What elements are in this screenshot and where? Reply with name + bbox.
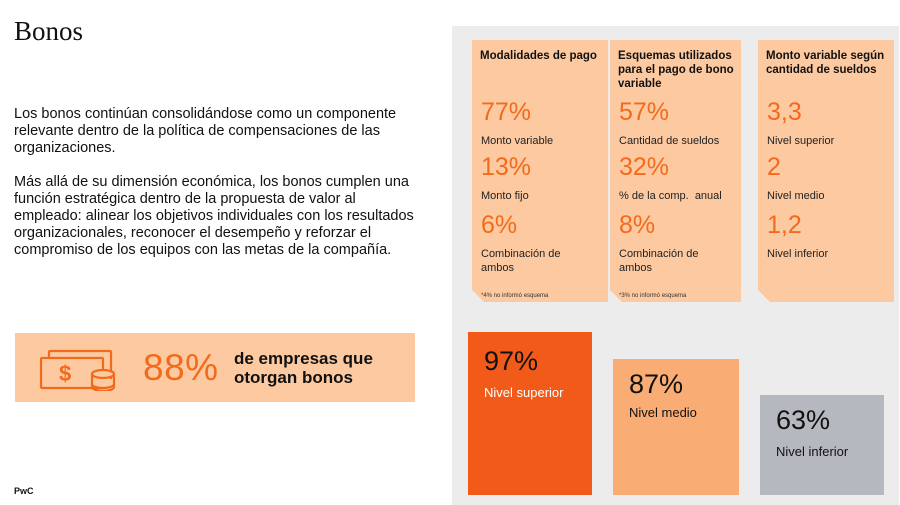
bonus-highlight-banner: $ 88% de empresas que otorgan bonos bbox=[15, 333, 415, 402]
intro-paragraph: Los bonos continúan consolidándose como … bbox=[14, 106, 397, 156]
stat-value: 1,2 bbox=[767, 211, 802, 239]
card-heading: Modalidades de pago bbox=[480, 50, 597, 62]
card-heading: Esquemas utilizados para el pago de bono… bbox=[618, 50, 734, 90]
level-value: 63% bbox=[776, 405, 831, 435]
stat-label: Nivel inferior bbox=[767, 248, 829, 260]
stat-value: 32% bbox=[619, 153, 670, 181]
stat-label: Nivel superior bbox=[767, 135, 835, 147]
card-variable-schemes: Esquemas utilizados para el pago de bono… bbox=[610, 40, 741, 302]
stat-value: 3,3 bbox=[767, 98, 802, 126]
bonus-percentage: 88% bbox=[143, 347, 219, 388]
level-value: 87% bbox=[629, 369, 684, 399]
card-variable-amount: Monto variable según cantidad de sueldos… bbox=[758, 40, 894, 302]
stat-value: 2 bbox=[767, 153, 781, 181]
level-label: Nivel superior bbox=[484, 385, 564, 400]
stat-label: % de la comp. anual bbox=[619, 190, 722, 202]
level-label: Nivel inferior bbox=[776, 444, 849, 459]
money-coins-icon: $ bbox=[39, 349, 116, 391]
bonus-description: de empresas que otorgan bonos bbox=[234, 349, 373, 387]
strategy-paragraph: Más allá de su dimensión económica, los … bbox=[14, 174, 414, 258]
stat-label: Monto fijo bbox=[481, 190, 529, 202]
stat-value: 8% bbox=[619, 211, 656, 239]
stat-label: Combinación de ambos bbox=[619, 248, 699, 274]
stats-panel: Modalidades de pago 77% Monto variable 1… bbox=[452, 26, 899, 505]
svg-text:$: $ bbox=[59, 361, 71, 386]
level-label: Nivel medio bbox=[629, 405, 697, 420]
stat-label: Nivel medio bbox=[767, 190, 825, 202]
footnote: *3% no informó esquema bbox=[619, 293, 687, 299]
stat-value: 13% bbox=[481, 153, 532, 181]
stat-value: 77% bbox=[481, 98, 532, 126]
stat-label: Combinación de ambos bbox=[481, 248, 561, 274]
level-value: 97% bbox=[484, 346, 539, 376]
level-block-superior: 97% Nivel superior bbox=[468, 332, 592, 495]
card-payment-modality: Modalidades de pago 77% Monto variable 1… bbox=[472, 40, 608, 302]
level-block-inferior: 63% Nivel inferior bbox=[760, 395, 884, 495]
level-block-medio: 87% Nivel medio bbox=[613, 359, 739, 495]
stat-value: 6% bbox=[481, 211, 518, 239]
page-title: Bonos bbox=[14, 16, 84, 46]
card-heading: Monto variable según cantidad de sueldos bbox=[766, 50, 885, 76]
stat-label: Cantidad de sueldos bbox=[619, 135, 720, 147]
stat-label: Monto variable bbox=[481, 135, 554, 147]
stat-value: 57% bbox=[619, 98, 670, 126]
brand-footer: PwC bbox=[14, 486, 34, 496]
footnote: *4% no informó esquema bbox=[481, 293, 549, 299]
